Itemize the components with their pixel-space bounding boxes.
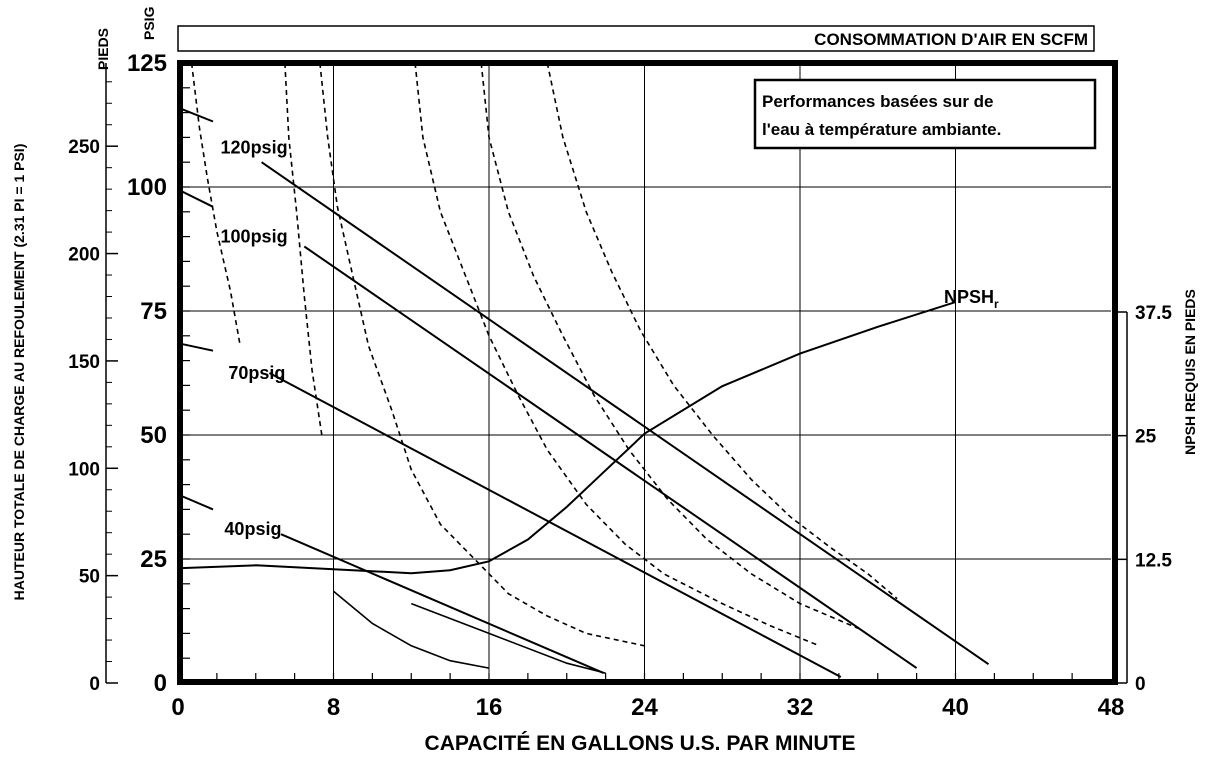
x-tick-label: 16: [476, 694, 503, 721]
note-line-2: l'eau à température ambiante.: [762, 120, 1001, 139]
npsh-axis-title: NPSH REQUIS EN PIEDS: [1182, 289, 1198, 455]
npsh-curve: [177, 301, 956, 575]
grid-layer: [178, 63, 1111, 683]
air-curve-tail: [332, 590, 490, 669]
pressure-curve-label: 120psig: [221, 137, 288, 157]
psi-tick-label: 125: [127, 50, 167, 77]
pressure-curve-label: 40psig: [224, 519, 281, 539]
psi-tick-label: 0: [154, 670, 167, 697]
pressure-curve-stub: [177, 342, 214, 352]
npsh-curve-label: NPSHr: [944, 287, 999, 311]
air-curve-50: [546, 62, 898, 600]
pressure-curve-40psig: [280, 533, 605, 675]
pressure-curve-label: 100psig: [221, 227, 288, 247]
psi-tick-label: 75: [140, 298, 167, 325]
x-tick-label: 48: [1098, 694, 1125, 721]
x-tick-label: 8: [327, 694, 340, 721]
pressure-curve-stub: [177, 106, 214, 123]
x-tick-label: 32: [787, 694, 814, 721]
curve-layer: 120psig 100psig 70psig 40psig NPSHr: [177, 62, 999, 678]
feet-tick-label: 50: [79, 567, 100, 588]
x-tick-label: 0: [171, 694, 184, 721]
feet-tick-label: 100: [68, 459, 100, 480]
plot-frame: [177, 60, 1118, 685]
air-curve-5: [190, 62, 241, 346]
air-curve-20: [319, 62, 645, 647]
npsh-tick-label: 25: [1135, 427, 1157, 448]
air-curve-40: [480, 62, 859, 630]
npsh-tick-label: 12.5: [1135, 550, 1172, 571]
x-tick-label: 40: [942, 694, 969, 721]
psi-tick-label: 100: [127, 174, 167, 201]
air-curve-30: [414, 62, 820, 647]
psi-tick-label: 25: [140, 546, 167, 573]
pressure-curve-stub: [177, 188, 214, 208]
pieds-unit-label: PIEDS: [95, 28, 111, 70]
npsh-subscript: r: [994, 297, 999, 311]
x-tick-label: 24: [631, 694, 658, 721]
feet-tick-label: 250: [68, 137, 100, 158]
air-consumption-band: [177, 25, 1095, 52]
pressure-curve-70psig: [268, 372, 842, 678]
feet-tick-label: 0: [89, 674, 100, 695]
pressure-curve-stub: [177, 493, 214, 511]
air-curve-15: [284, 62, 323, 436]
feet-tick-label: 200: [68, 245, 100, 266]
pressure-curve-120psig: [261, 161, 990, 666]
feet-axis-title: HAUTEUR TOTALE DE CHARGE AU REFOULEMENT …: [11, 144, 27, 601]
x-axis-title: CAPACITÉ EN GALLONS U.S. PAR MINUTE: [425, 732, 856, 755]
note-line-1: Performances basées sur de: [762, 92, 994, 111]
psi-tick-label: 50: [140, 422, 167, 449]
psig-unit-label: PSIG: [141, 6, 157, 40]
pressure-curve-label: 70psig: [228, 363, 285, 383]
npsh-tick-label: 0: [1135, 674, 1146, 695]
air-curve-tail: [411, 602, 606, 674]
npsh-tick-label: 37.5: [1135, 303, 1172, 324]
pressure-curve-100psig: [303, 245, 918, 669]
air-axis-title: CONSOMMATION D'AIR EN SCFM: [814, 30, 1088, 49]
feet-tick-label: 150: [68, 352, 100, 373]
note-box: [753, 78, 1097, 150]
